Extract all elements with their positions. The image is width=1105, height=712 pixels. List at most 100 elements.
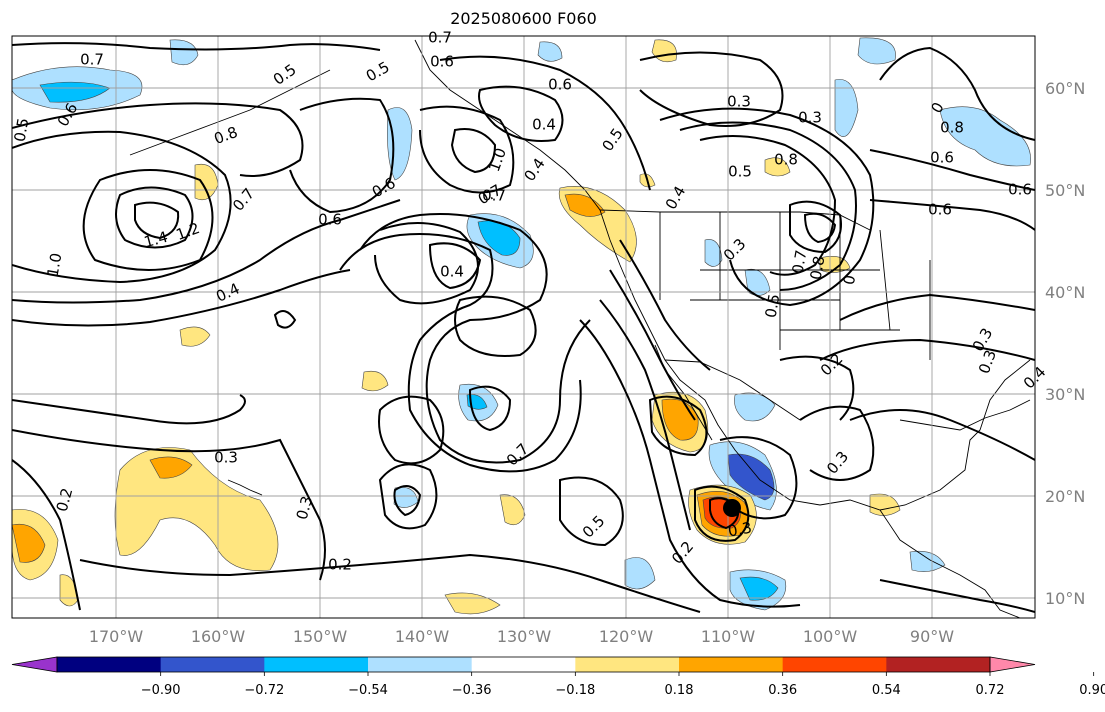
colorbar-tick-label: 0.18 — [665, 683, 694, 698]
colorbar-tick-label: 0.54 — [872, 683, 901, 698]
shade-area — [12, 523, 46, 563]
contour-line — [439, 55, 651, 191]
contour-label: 0.6 — [928, 201, 952, 219]
colorbar-segment — [160, 657, 265, 672]
contour-label-group: 0 — [927, 99, 947, 116]
colorbar-segment — [368, 657, 473, 672]
contour-label-group: 0.4 — [440, 263, 464, 281]
contour-line — [12, 130, 232, 284]
shade-area — [834, 79, 859, 137]
contour-line — [639, 51, 784, 127]
shade-area — [361, 371, 389, 392]
latitude-axis: 60°N 50°N 40°N 30°N 20°N 10°N — [1045, 79, 1085, 608]
contour-label-group: 0.3 — [727, 519, 754, 541]
contour-label-group: 0.5 — [762, 293, 784, 320]
coastline-central-america — [879, 509, 1021, 618]
contour-line — [79, 553, 701, 613]
contour-line — [12, 429, 326, 581]
contour-line — [12, 269, 351, 327]
contour-label-group: 1.4 — [142, 228, 170, 252]
shade-area — [179, 326, 211, 347]
contour-label-group: 0.6 — [1008, 181, 1032, 199]
colorbar-segment — [264, 657, 369, 672]
contour-line — [428, 242, 482, 290]
shade-area — [704, 239, 723, 267]
contour-label-group: 0.2 — [53, 486, 77, 514]
shade-area — [564, 193, 606, 217]
lon-label-140w: 140°W — [395, 627, 450, 646]
contour-label-group: 0.8 — [940, 119, 964, 137]
contour-line — [599, 299, 691, 531]
colorbar-segment — [886, 657, 991, 672]
colorbar-tick-label: 0.72 — [976, 683, 1005, 698]
colorbar-segments — [11, 656, 1036, 673]
contour-label-group: 0.7 — [482, 187, 506, 205]
shade-area — [869, 493, 901, 516]
contour-line — [619, 239, 711, 371]
contour-line — [359, 213, 591, 464]
contour-label: 0.3 — [727, 93, 751, 111]
shade-area — [727, 453, 775, 501]
coastline-aleutians — [129, 69, 331, 156]
colorbar-ticks: −0.90 −0.72 −0.54 −0.36 −0.18 0.18 0.36 0.54 0.7… — [141, 672, 1105, 698]
lon-label-120w: 120°W — [599, 627, 654, 646]
colorbar-tick-label: 0.36 — [768, 683, 797, 698]
lat-label-40n: 40°N — [1045, 283, 1085, 302]
contour-line — [699, 135, 837, 276]
contour-line — [869, 149, 1035, 191]
contour-label: 0.6 — [930, 149, 954, 167]
contour-line — [694, 485, 750, 542]
border-us-mexico — [664, 359, 801, 421]
shaded-anomaly-areas — [12, 37, 1031, 615]
lon-label-160w: 160°W — [191, 627, 246, 646]
colorbar-extend-low — [11, 656, 58, 673]
contour-line — [839, 293, 1035, 321]
lon-label-170w: 170°W — [89, 627, 144, 646]
contour-label-group: 0.7 — [789, 249, 811, 276]
shade-area — [169, 39, 199, 66]
contour-label-group: 0.3 — [798, 109, 822, 127]
contour-line — [378, 395, 445, 465]
contour-label: 0.8 — [807, 255, 829, 282]
contour-label-group: 0.7 — [80, 51, 104, 69]
contour-label: 0.7 — [428, 29, 452, 47]
contour-line — [819, 338, 1035, 361]
storm-center-marker — [723, 499, 741, 517]
contour-label-group: 0.4 — [532, 116, 556, 134]
lat-label-60n: 60°N — [1045, 79, 1085, 98]
map-background — [12, 36, 1035, 618]
figure-title: 2025080600 F060 — [450, 9, 597, 28]
colorbar-extend-high — [989, 656, 1036, 673]
contour-line — [648, 395, 708, 457]
contour-label-group: 0.7 — [428, 29, 452, 47]
shade-area — [939, 106, 1031, 167]
colorbar-tick-label: −0.36 — [452, 683, 492, 698]
contour-line — [273, 310, 297, 329]
contour-line — [579, 319, 801, 608]
contour-line — [115, 186, 194, 249]
contour-label-group: 1.0 — [44, 252, 66, 279]
contour-line — [803, 212, 837, 244]
coastline-hawaii — [227, 479, 263, 496]
contour-label: 0 — [840, 274, 859, 287]
contour-label: 0.3 — [798, 109, 822, 127]
lat-label-10n: 10°N — [1045, 589, 1085, 608]
contour-label: 0.4 — [440, 263, 464, 281]
contour-line — [679, 121, 857, 291]
contour-label: 0.3 — [727, 519, 754, 541]
contour-label-group: 0.6 — [928, 201, 952, 219]
contour-line — [12, 102, 304, 177]
contour-label-group: 0.3 — [293, 494, 317, 522]
lon-label-150w: 150°W — [293, 627, 348, 646]
contour-line — [454, 295, 537, 357]
contour-label: 0.3 — [214, 449, 238, 467]
shade-area — [909, 551, 946, 572]
contour-line — [339, 233, 582, 473]
map-content — [12, 36, 1035, 618]
longitude-axis: 170°W 160°W 150°W 140°W 130°W 120°W 110°… — [89, 627, 954, 646]
contour-label: 0.7 — [80, 51, 104, 69]
contour-line — [869, 199, 1035, 231]
lon-label-130w: 130°W — [497, 627, 552, 646]
shade-area — [764, 157, 791, 177]
